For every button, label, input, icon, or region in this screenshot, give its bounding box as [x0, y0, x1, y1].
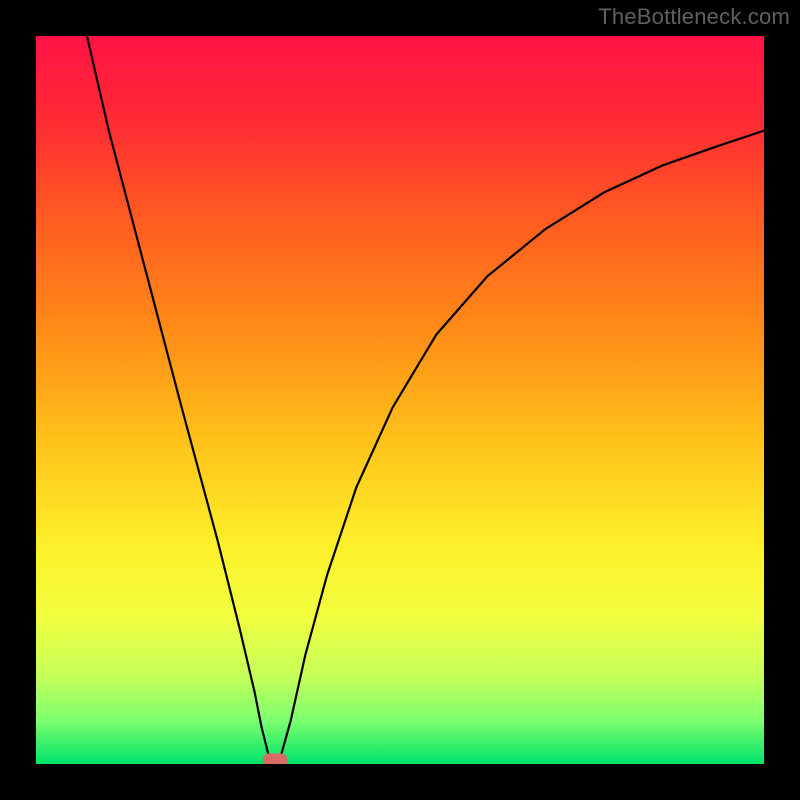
outer-frame: TheBottleneck.com	[0, 0, 800, 800]
plot-area	[36, 36, 764, 764]
watermark-text: TheBottleneck.com	[598, 4, 790, 30]
optimum-marker	[262, 753, 287, 764]
curve-svg	[36, 36, 764, 764]
bottleneck-curve	[87, 36, 764, 764]
